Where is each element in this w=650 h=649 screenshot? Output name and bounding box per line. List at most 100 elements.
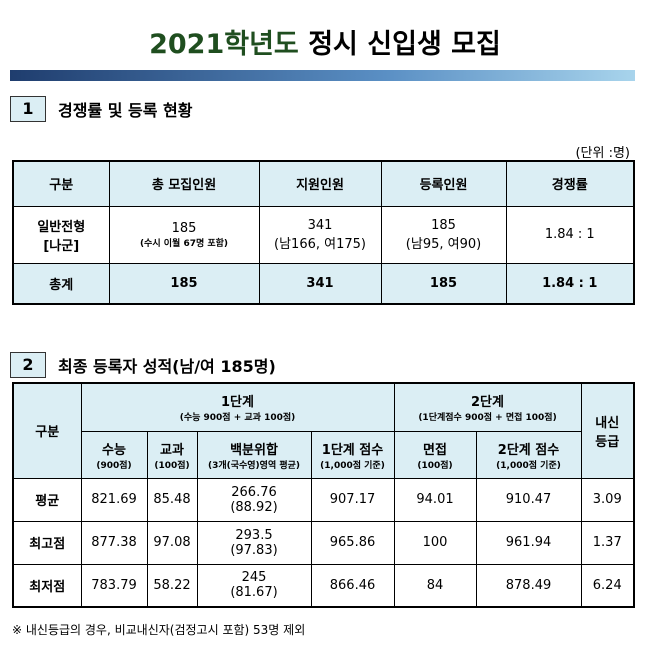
table-cell: 백분위합 (3개(국수영)영역 평균) [196, 430, 312, 479]
cell-line: 총 모집인원 [151, 178, 217, 194]
cell-line: (남166, 여175) [274, 236, 366, 252]
table-cell: 1단계 (수능 900점 + 교과 100점) [80, 382, 395, 432]
table-cell: 1.84 : 1 [505, 205, 635, 264]
cell-line: 2단계 [471, 395, 504, 411]
table-row: 총계 185 341 185 1.84 : 1 [12, 262, 635, 305]
cell-line: (900점) [96, 460, 132, 471]
table-cell: 94.01 [393, 477, 477, 522]
section-heading: 1 경쟁률 및 등록 현황 [10, 96, 192, 122]
table-cell: 58.22 [146, 563, 198, 608]
title-year: 2021학년도 [149, 29, 299, 60]
table-row: 최저점 783.79 58.22 245 (81.67) 866.46 84 878.49 6.… [12, 563, 635, 608]
cell-line: 961.94 [505, 535, 552, 550]
cell-line: 등급 [595, 434, 620, 450]
cell-line: 821.69 [91, 492, 137, 507]
unit-note: (단위 :명) [575, 146, 630, 161]
cell-line: 1.84 : 1 [542, 275, 598, 291]
table-cell: 일반전형 [나군] [12, 205, 110, 264]
cell-line: 구분 [49, 178, 74, 194]
table-cell: 965.86 [310, 520, 395, 565]
cell-line: 100 [422, 535, 448, 550]
cell-line: 266.76 [231, 484, 277, 500]
table-cell: 907.17 [310, 477, 395, 522]
table-cell: 수능 (900점) [80, 430, 148, 479]
cell-line: (1,000점 기준) [320, 460, 385, 471]
cell-line: 94.01 [416, 492, 454, 507]
title-rest: 정시 신입생 모집 [308, 29, 501, 60]
section-number: 2 [10, 352, 46, 378]
cell-line: 수능 [102, 442, 126, 458]
cell-line: 910.47 [505, 492, 552, 507]
cell-line: 245 [241, 570, 267, 586]
cell-line: [나군] [43, 238, 80, 254]
cell-line: 교과 [160, 442, 184, 458]
cell-line: 84 [426, 577, 444, 593]
cell-line: (수시 이월 67명 포함) [139, 238, 229, 249]
table-row: 일반전형 [나군] 185 (수시 이월 67명 포함) 341 (남166, 여175)… [12, 205, 635, 264]
cell-line: 1단계 [221, 395, 254, 411]
table-cell: 구분 [12, 382, 82, 479]
table-cell: 등록인원 [380, 160, 507, 207]
banner-bar [10, 70, 635, 81]
cell-line: 경쟁률 [551, 178, 588, 194]
cell-line: 185 [429, 275, 458, 291]
table-cell: 266.76 (88.92) [196, 477, 312, 522]
table-cell: 총 모집인원 [108, 160, 260, 207]
cell-line: 85.48 [153, 492, 191, 507]
table-cell: 245 (81.67) [196, 563, 312, 608]
cell-line: 185 [171, 220, 197, 236]
cell-line: 185 [170, 275, 198, 291]
table-cell: 185 [380, 262, 507, 305]
table-cell: 3.09 [580, 477, 635, 522]
cell-line: 6.24 [592, 577, 622, 593]
cell-line: (1단계점수 900점 + 면접 100점) [418, 413, 557, 424]
table-cell: 100 [393, 520, 477, 565]
cell-line: (100점) [154, 460, 190, 471]
cell-line: 백분위합 [230, 442, 278, 458]
cell-line: 1.37 [592, 535, 622, 550]
table-cell: 341 (남166, 여175) [258, 205, 382, 264]
table-cell: 2단계 점수 (1,000점 기준) [475, 430, 582, 479]
cell-line: 1.84 : 1 [544, 227, 595, 242]
footnote: ※ 내신등급의 경우, 비교내신자(검정고시 포함) 53명 제외 [12, 623, 306, 637]
cell-line: 58.22 [153, 577, 191, 593]
cell-line: (81.67) [230, 585, 278, 601]
table-cell: 경쟁률 [505, 160, 635, 207]
table-cell: 6.24 [580, 563, 635, 608]
cell-line: 293.5 [235, 527, 273, 543]
table-cell: 최저점 [12, 563, 82, 608]
cell-line: 내신 [595, 415, 620, 431]
cell-line: 최고점 [29, 537, 66, 552]
table-cell: 지원인원 [258, 160, 382, 207]
table-cell: 185 [108, 262, 260, 305]
table: 구분 1단계 (수능 900점 + 교과 100점) 2단계 (1단계점수 900점 +… [12, 382, 636, 608]
cell-line: 평균 [35, 494, 60, 509]
cell-line: 1단계 점수 [321, 442, 384, 458]
cell-line: 총계 [49, 277, 74, 293]
cell-line: 3.09 [592, 492, 622, 507]
table-cell: 783.79 [80, 563, 148, 608]
table-cell: 910.47 [475, 477, 582, 522]
cell-line: 965.86 [329, 535, 376, 550]
cell-line: 지원인원 [296, 178, 344, 194]
cell-line: (88.92) [230, 499, 278, 515]
table-cell: 교과 (100점) [146, 430, 198, 479]
table-cell: 821.69 [80, 477, 148, 522]
table-cell: 1.37 [580, 520, 635, 565]
cell-line: (1,000점 기준) [496, 460, 561, 471]
cell-line: 185 [431, 217, 456, 233]
table-cell: 84 [393, 563, 477, 608]
cell-line: 878.49 [505, 577, 552, 593]
title: 2021학년도 정시 신입생 모집 [0, 22, 650, 61]
table-cell: 평균 [12, 477, 82, 522]
cell-line: 최저점 [29, 579, 66, 595]
table-cell: 총계 [12, 262, 110, 305]
cell-line: 97.08 [153, 535, 191, 550]
cell-line: 907.17 [329, 492, 376, 507]
table-cell: 877.38 [80, 520, 148, 565]
cell-line: 면접 [423, 442, 447, 458]
table-cell: 1.84 : 1 [505, 262, 635, 305]
